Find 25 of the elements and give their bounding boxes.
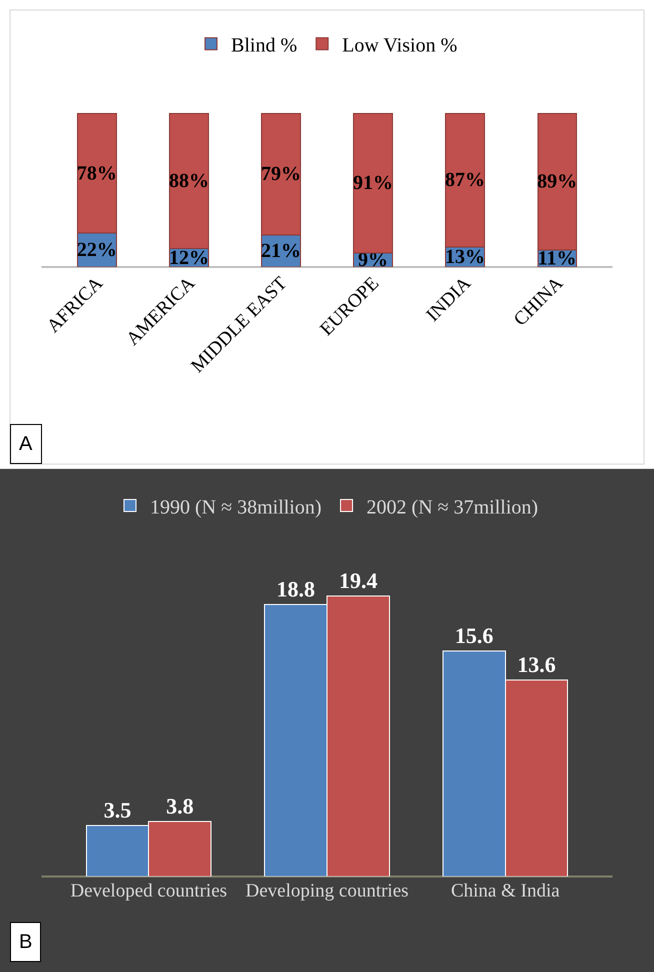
x-tick-label: China & India: [450, 880, 560, 902]
data-label: 78%: [76, 162, 117, 184]
data-label: 87%: [445, 169, 486, 192]
data-label: 12%: [168, 246, 209, 269]
data-label: 89%: [537, 170, 578, 193]
legend-label: Low Vision %: [342, 34, 458, 57]
x-tick-label: Developing countries: [245, 880, 409, 902]
data-label: 13.6: [517, 652, 556, 677]
data-label: 91%: [353, 172, 394, 194]
text: B: [19, 931, 32, 953]
data-label: 9%: [358, 249, 388, 272]
legend-label: 2002 (N ≈ 37million): [366, 496, 538, 518]
data-label: 15.6: [454, 622, 494, 648]
data-label: 3.8: [166, 793, 194, 818]
data-label: 18.8: [276, 576, 316, 602]
text: A: [19, 433, 33, 455]
data-label: 79%: [260, 163, 301, 186]
x-tick-label: Developed countries: [70, 880, 228, 902]
legend-label: 1990 (N ≈ 38million): [150, 496, 322, 518]
data-label: 88%: [168, 170, 209, 192]
data-label: 11%: [538, 248, 577, 270]
data-label: 19.4: [338, 568, 378, 593]
data-label: 13%: [445, 246, 486, 268]
data-label: 3.5: [104, 798, 132, 823]
legend-label: Blind %: [231, 34, 298, 57]
